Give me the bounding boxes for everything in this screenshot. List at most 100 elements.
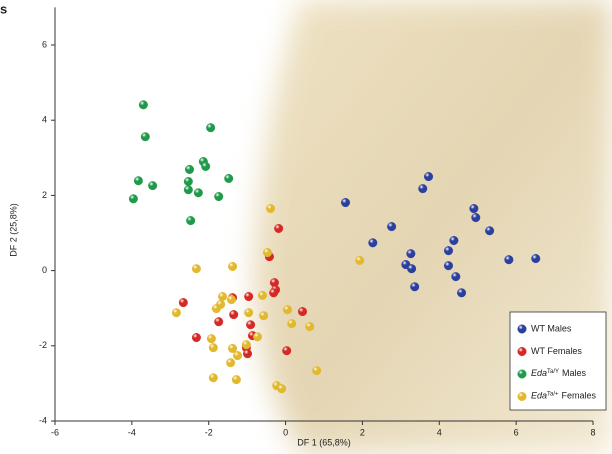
data-point — [133, 176, 143, 186]
data-point — [186, 216, 196, 226]
data-point — [208, 343, 218, 353]
legend-marker — [517, 324, 527, 334]
legend-gene: Eda — [531, 368, 547, 378]
legend-label: EdaTa/+ Females — [531, 391, 597, 401]
data-point — [214, 192, 224, 202]
data-point — [243, 349, 253, 359]
y-tick-label: 6 — [42, 39, 47, 49]
data-point — [201, 161, 211, 171]
data-point — [282, 346, 292, 356]
data-point — [266, 204, 276, 214]
x-tick-label: 0 — [283, 427, 288, 437]
legend-label: EdaTa/Y Males — [531, 368, 587, 378]
data-point — [387, 222, 397, 232]
data-point — [471, 213, 481, 223]
data-point — [457, 288, 467, 298]
data-point — [148, 181, 158, 191]
data-point — [228, 261, 238, 271]
data-point — [140, 132, 150, 142]
data-point — [444, 261, 454, 271]
data-point — [277, 384, 287, 394]
data-point — [424, 172, 434, 182]
x-tick-label: 4 — [437, 427, 442, 437]
x-axis-label: DF 1 (65,8%) — [297, 437, 351, 447]
y-tick-label: 2 — [42, 190, 47, 200]
data-point — [218, 292, 228, 302]
data-point — [183, 176, 193, 186]
data-point — [531, 254, 541, 264]
legend-gene: Eda — [531, 391, 547, 401]
x-tick-label: 8 — [590, 427, 595, 437]
x-tick-label: -6 — [51, 427, 59, 437]
data-point — [231, 375, 241, 385]
data-point — [206, 334, 216, 344]
x-tick-label: 2 — [360, 427, 365, 437]
data-point — [282, 305, 292, 315]
data-point — [469, 204, 479, 214]
legend-allele: Ta/+ — [547, 391, 559, 397]
data-point — [233, 351, 243, 361]
data-point — [305, 322, 315, 332]
data-point — [355, 255, 365, 265]
data-point — [226, 295, 236, 305]
data-point — [341, 198, 351, 208]
data-point — [451, 272, 461, 282]
data-point — [406, 249, 416, 259]
data-point — [241, 340, 251, 350]
data-point — [128, 194, 138, 204]
legend-label: WT Females — [531, 346, 582, 356]
y-tick-label: -2 — [39, 340, 47, 350]
data-point — [191, 333, 201, 343]
legend-marker — [517, 369, 527, 379]
data-point — [269, 288, 279, 298]
data-point — [263, 248, 273, 258]
data-point — [287, 319, 297, 329]
data-point — [368, 238, 378, 248]
y-tick-label: 4 — [42, 115, 47, 125]
data-point — [208, 373, 218, 383]
data-point — [410, 282, 420, 292]
data-point — [184, 164, 194, 174]
data-point — [444, 246, 454, 256]
y-axis-label: DF 2 (25,8%) — [8, 203, 18, 257]
data-point — [211, 304, 221, 314]
data-point — [274, 223, 284, 233]
x-tick-label: 6 — [514, 427, 519, 437]
data-point — [171, 308, 181, 318]
data-point — [407, 264, 417, 274]
legend-allele: Ta/Y — [547, 369, 559, 375]
data-point — [297, 307, 307, 317]
y-tick-label: 0 — [42, 265, 47, 275]
legend-sex: Males — [562, 368, 587, 378]
data-point — [418, 184, 428, 194]
x-tick-label: -4 — [128, 427, 136, 437]
data-point — [214, 317, 224, 327]
data-point — [178, 298, 188, 308]
data-point — [183, 185, 193, 195]
data-point — [191, 264, 201, 274]
data-point — [504, 255, 514, 265]
legend-label: WT Males — [531, 323, 572, 333]
data-point — [226, 358, 236, 368]
data-point — [485, 226, 495, 236]
legend-sex: Females — [562, 391, 597, 401]
data-point — [258, 290, 268, 300]
data-point — [228, 343, 238, 353]
data-point — [224, 173, 234, 183]
data-point — [244, 292, 254, 302]
data-point — [193, 188, 203, 198]
data-point — [138, 100, 148, 110]
data-point — [312, 366, 322, 376]
data-point — [246, 320, 256, 330]
data-point — [229, 310, 239, 320]
data-point — [259, 311, 269, 321]
data-point — [449, 236, 459, 246]
data-point — [244, 308, 254, 318]
data-point — [253, 332, 263, 342]
data-point — [206, 123, 216, 133]
legend-marker — [517, 392, 527, 402]
panel-label: s — [0, 1, 7, 16]
y-tick-label: -4 — [39, 415, 47, 425]
